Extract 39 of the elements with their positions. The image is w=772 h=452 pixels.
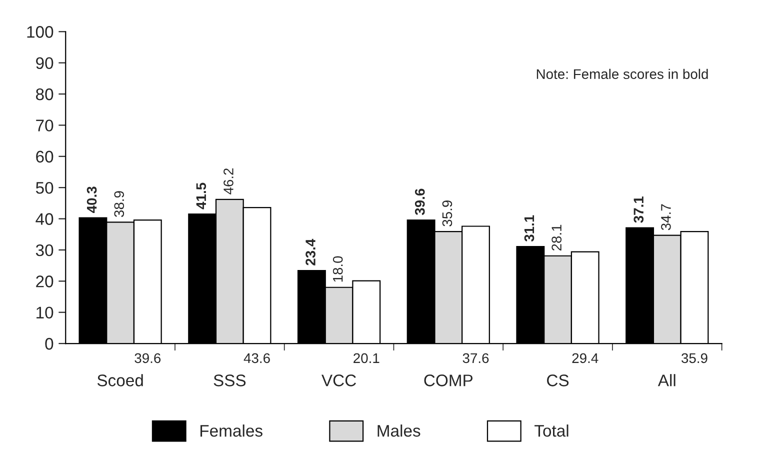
x-tick-label: SSS [214, 374, 246, 386]
data-label: 29.4 [572, 353, 598, 364]
data-label: 28.1 [552, 224, 562, 251]
data-label: 35.9 [681, 353, 708, 364]
data-label: 39.6 [414, 188, 425, 216]
data-label: 31.1 [524, 215, 534, 242]
x-tick-label: COMP [424, 374, 473, 386]
data-label: 40.3 [86, 186, 97, 213]
y-tick-label: 20 [36, 276, 54, 288]
data-label: 37.6 [462, 353, 489, 364]
y-tick-label: 80 [36, 88, 54, 100]
x-tick-label: CS [547, 374, 569, 386]
y-tick-label: 50 [36, 182, 54, 194]
y-tick-label: 60 [36, 150, 54, 163]
y-tick-label: 40 [36, 213, 54, 225]
data-label: 38.9 [114, 191, 124, 217]
data-label: 20.1 [354, 353, 380, 364]
y-tick-label: 70 [36, 120, 54, 132]
x-tick-label: All [658, 374, 676, 386]
data-label: 37.1 [634, 196, 644, 223]
legend-label: Total [534, 424, 568, 437]
data-label: 39.6 [134, 353, 161, 364]
data-label: 35.9 [442, 200, 452, 226]
y-tick-label: 10 [36, 306, 54, 319]
y-tick-label: 90 [36, 57, 54, 70]
y-tick-label: 0 [45, 338, 54, 350]
y-tick-label: 100 [27, 26, 54, 38]
legend-label: Females [200, 424, 262, 437]
data-label: 18.0 [332, 256, 343, 282]
data-label: 43.6 [244, 353, 270, 364]
x-tick-label: VCC [322, 374, 356, 386]
data-label: 34.7 [661, 204, 671, 230]
annotation: Note: Female scores in bold [536, 68, 708, 80]
x-tick-label: Scoed [97, 374, 143, 386]
y-tick-label: 30 [36, 244, 54, 256]
data-label: 46.2 [224, 168, 234, 194]
data-label: 23.4 [306, 238, 316, 266]
data-label: 41.5 [196, 182, 206, 210]
legend-label: Males [378, 424, 420, 437]
